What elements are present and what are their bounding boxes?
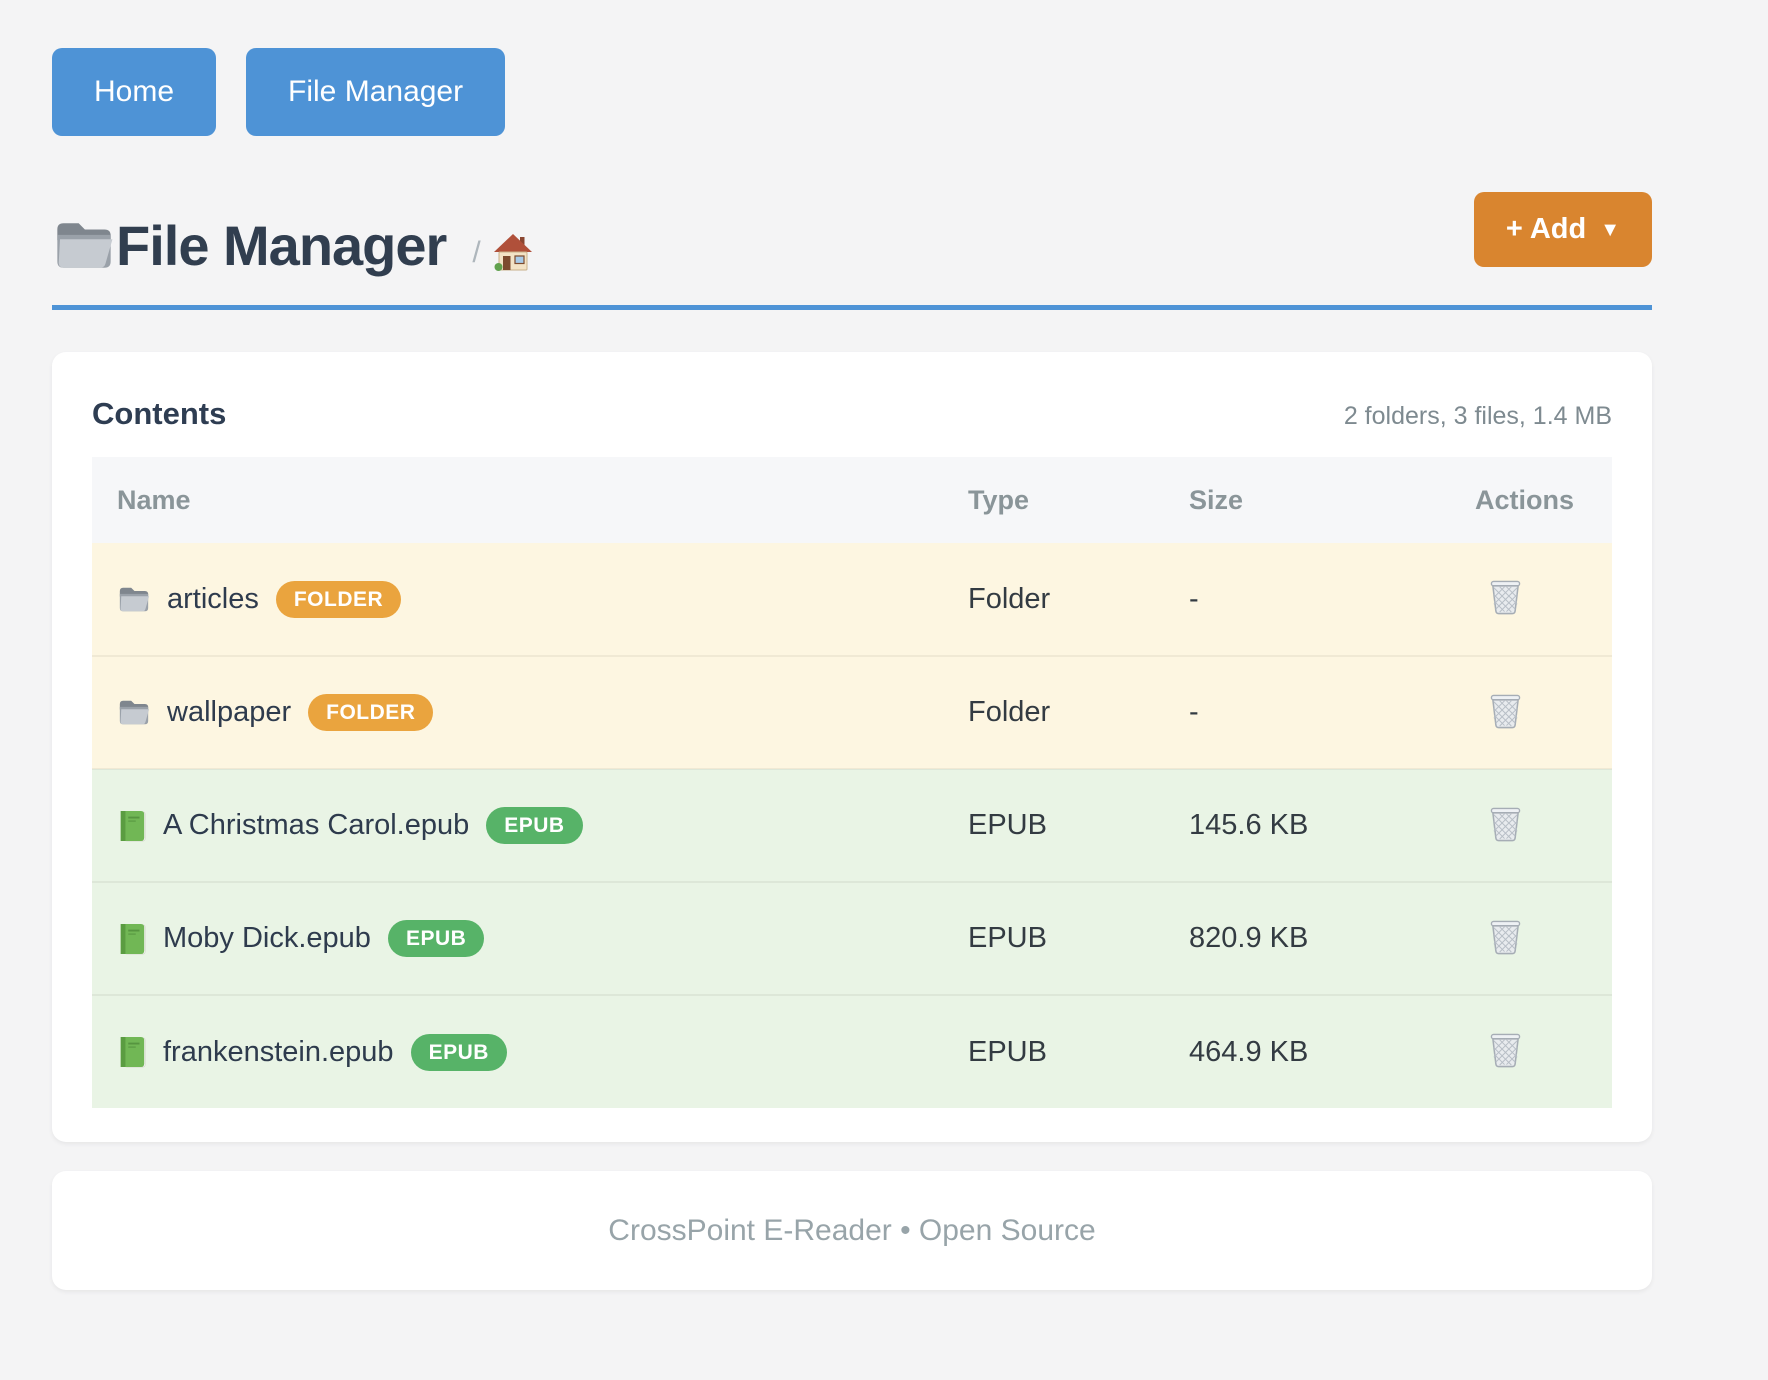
page-header: File Manager / + Add ▼	[52, 192, 1652, 274]
table-body: articles FOLDER Folder - wallpaper FOLDE…	[92, 543, 1612, 1108]
trash-icon	[1489, 578, 1522, 615]
trash-icon	[1489, 918, 1522, 955]
house-icon	[493, 233, 533, 273]
file-type: EPUB	[968, 994, 1189, 1108]
file-type: Folder	[968, 582, 1051, 615]
footer-text: CrossPoint E-Reader • Open Source	[608, 1213, 1096, 1247]
delete-button[interactable]	[1489, 578, 1522, 615]
header-divider	[52, 305, 1652, 310]
file-size: -	[1189, 582, 1199, 615]
chevron-down-icon: ▼	[1600, 218, 1620, 241]
file-type-badge: EPUB	[410, 1033, 507, 1071]
add-button[interactable]: + Add ▼	[1473, 192, 1652, 267]
table-row: articles FOLDER Folder -	[92, 543, 1612, 656]
file-type-badge: FOLDER	[275, 580, 402, 618]
file-size: 820.9 KB	[1189, 881, 1475, 995]
breadcrumb: /	[472, 233, 532, 273]
table-row: Moby Dick.epub EPUB EPUB 820.9 KB	[92, 881, 1612, 995]
file-size: 464.9 KB	[1189, 994, 1475, 1108]
card-header: Contents 2 folders, 3 files, 1.4 MB	[92, 398, 1612, 429]
table-row: A Christmas Carol.epub EPUB EPUB 145.6 K…	[92, 768, 1612, 882]
file-type-badge: FOLDER	[308, 694, 434, 731]
folder-icon	[117, 584, 151, 615]
breadcrumb-home-link[interactable]	[493, 233, 533, 273]
file-type: EPUB	[968, 881, 1189, 995]
table-header-row: Name Type Size Actions	[92, 457, 1612, 543]
delete-button[interactable]	[1489, 805, 1522, 842]
contents-summary: 2 folders, 3 files, 1.4 MB	[1343, 402, 1612, 430]
top-nav: Home File Manager	[52, 0, 1652, 136]
title-group: File Manager /	[52, 217, 533, 274]
book-icon	[117, 809, 147, 843]
delete-button[interactable]	[1489, 918, 1522, 955]
card-title: Contents	[92, 396, 227, 431]
file-name[interactable]: Moby Dick.epub	[163, 922, 371, 954]
file-size: -	[1189, 655, 1475, 769]
file-name[interactable]: frankenstein.epub	[163, 1035, 394, 1068]
file-type-badge: EPUB	[486, 807, 583, 844]
column-header-actions: Actions	[1475, 484, 1575, 515]
folder-icon	[52, 217, 116, 274]
file-table: Name Type Size Actions articles FOLDER F…	[92, 457, 1612, 1108]
file-type: Folder	[968, 655, 1189, 769]
page: Home File Manager File Manager / + Add ▼	[52, 0, 1652, 1290]
nav-home-button[interactable]: Home	[52, 48, 217, 136]
delete-button[interactable]	[1489, 1031, 1522, 1068]
file-name[interactable]: articles	[167, 582, 259, 615]
file-name[interactable]: A Christmas Carol.epub	[163, 809, 470, 841]
file-type-badge: EPUB	[387, 920, 485, 957]
folder-icon	[117, 697, 151, 728]
table-row: wallpaper FOLDER Folder -	[92, 655, 1612, 769]
trash-icon	[1489, 1031, 1522, 1068]
file-type: EPUB	[968, 768, 1189, 882]
contents-card: Contents 2 folders, 3 files, 1.4 MB Name…	[52, 352, 1652, 1142]
nav-file-manager-button[interactable]: File Manager	[246, 48, 506, 136]
trash-icon	[1489, 692, 1522, 729]
trash-icon	[1489, 805, 1522, 842]
footer: CrossPoint E-Reader • Open Source	[52, 1171, 1652, 1290]
breadcrumb-separator: /	[472, 235, 481, 269]
delete-button[interactable]	[1489, 692, 1522, 729]
book-icon	[117, 922, 147, 956]
column-header-type: Type	[968, 484, 1030, 515]
table-row: frankenstein.epub EPUB EPUB 464.9 KB	[92, 994, 1612, 1108]
column-header-size: Size	[1189, 484, 1244, 515]
file-size: 145.6 KB	[1189, 768, 1475, 882]
add-button-label: + Add	[1505, 213, 1587, 245]
page-title: File Manager	[116, 213, 447, 277]
file-name[interactable]: wallpaper	[167, 696, 292, 728]
column-header-name: Name	[117, 484, 191, 515]
book-icon	[117, 1035, 147, 1069]
